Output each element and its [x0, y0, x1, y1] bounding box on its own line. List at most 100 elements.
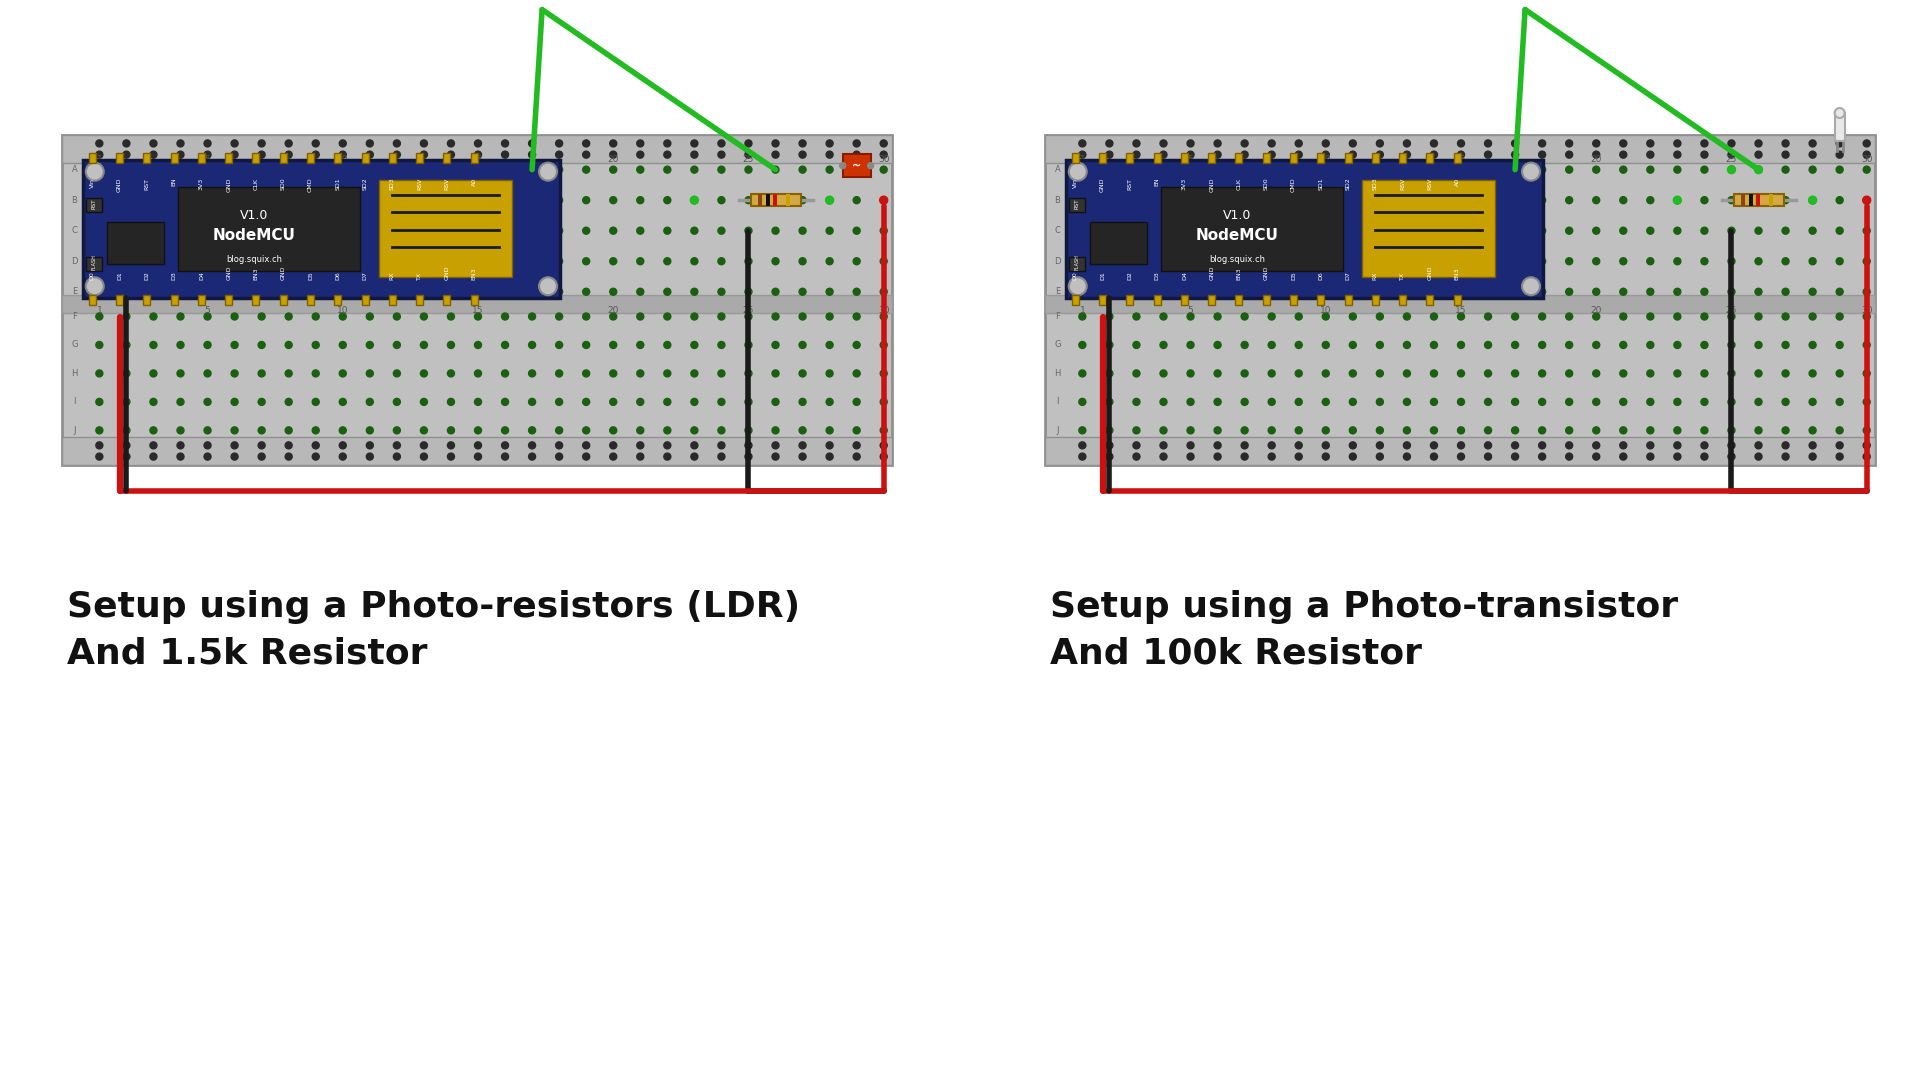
Circle shape [474, 151, 482, 158]
Circle shape [313, 197, 319, 204]
Bar [1071, 295, 1079, 306]
Text: CMD: CMD [1290, 177, 1296, 192]
Text: D7: D7 [363, 271, 367, 280]
Bar [1317, 152, 1325, 163]
Circle shape [177, 140, 184, 147]
Text: D6: D6 [1319, 271, 1323, 280]
Circle shape [1350, 151, 1356, 158]
Circle shape [1213, 341, 1221, 349]
Text: EN: EN [1154, 177, 1160, 186]
Circle shape [230, 197, 238, 204]
Circle shape [772, 442, 780, 449]
Circle shape [1674, 140, 1680, 147]
Text: 5: 5 [1188, 306, 1194, 315]
Circle shape [1836, 108, 1845, 118]
Circle shape [123, 197, 131, 204]
Circle shape [1240, 399, 1248, 405]
Circle shape [1350, 258, 1356, 265]
Circle shape [150, 442, 157, 449]
Circle shape [1323, 370, 1329, 377]
Circle shape [474, 197, 482, 204]
Circle shape [1404, 140, 1411, 147]
Circle shape [1862, 151, 1870, 158]
Circle shape [1430, 227, 1438, 234]
Circle shape [313, 227, 319, 234]
Circle shape [204, 399, 211, 405]
Circle shape [611, 370, 616, 377]
Text: D7: D7 [1346, 271, 1350, 280]
Circle shape [367, 258, 372, 265]
Circle shape [1160, 341, 1167, 349]
Text: SD2: SD2 [363, 177, 367, 190]
Circle shape [96, 399, 104, 405]
Circle shape [1511, 227, 1519, 234]
Circle shape [420, 288, 428, 295]
Bar [1290, 295, 1298, 306]
Bar [1181, 152, 1188, 163]
Circle shape [582, 140, 589, 147]
Circle shape [718, 288, 726, 295]
Bar [417, 295, 422, 306]
Circle shape [637, 288, 643, 295]
Circle shape [664, 197, 670, 204]
Circle shape [691, 151, 697, 158]
Circle shape [555, 454, 563, 460]
Circle shape [501, 427, 509, 434]
Circle shape [1565, 370, 1572, 377]
Circle shape [286, 442, 292, 449]
Circle shape [1377, 140, 1384, 147]
Circle shape [1484, 442, 1492, 449]
Circle shape [1457, 313, 1465, 320]
Circle shape [1836, 197, 1843, 204]
Circle shape [1647, 140, 1653, 147]
Circle shape [1240, 313, 1248, 320]
Circle shape [123, 166, 131, 173]
Circle shape [1457, 258, 1465, 265]
Circle shape [611, 288, 616, 295]
Circle shape [1701, 197, 1709, 204]
Circle shape [1538, 151, 1546, 158]
Circle shape [1269, 151, 1275, 158]
Bar [1290, 152, 1298, 163]
Circle shape [1269, 370, 1275, 377]
Circle shape [1565, 454, 1572, 460]
Circle shape [1269, 454, 1275, 460]
Circle shape [150, 454, 157, 460]
Text: C: C [71, 226, 77, 235]
Circle shape [826, 454, 833, 460]
Circle shape [1809, 370, 1816, 377]
Circle shape [826, 442, 833, 449]
Text: A0: A0 [1455, 177, 1459, 186]
Circle shape [772, 313, 780, 320]
Circle shape [1213, 370, 1221, 377]
Circle shape [879, 442, 887, 449]
Bar [144, 295, 150, 306]
Circle shape [474, 313, 482, 320]
Circle shape [691, 140, 697, 147]
Circle shape [879, 197, 887, 204]
Circle shape [1862, 427, 1870, 434]
Circle shape [1296, 166, 1302, 173]
Circle shape [1782, 341, 1789, 349]
Circle shape [1269, 258, 1275, 265]
Circle shape [718, 151, 726, 158]
Circle shape [177, 370, 184, 377]
Circle shape [1809, 166, 1816, 173]
Circle shape [745, 288, 753, 295]
Circle shape [177, 341, 184, 349]
Text: H: H [71, 369, 77, 378]
Circle shape [1701, 227, 1709, 234]
Circle shape [555, 427, 563, 434]
Circle shape [1323, 341, 1329, 349]
Circle shape [528, 227, 536, 234]
Text: FLASH: FLASH [1075, 254, 1079, 270]
Bar [378, 180, 513, 278]
Circle shape [555, 313, 563, 320]
Circle shape [1594, 313, 1599, 320]
Circle shape [1296, 313, 1302, 320]
Circle shape [1484, 227, 1492, 234]
Circle shape [637, 140, 643, 147]
Text: D4: D4 [1183, 271, 1187, 280]
Circle shape [1809, 140, 1816, 147]
Circle shape [718, 442, 726, 449]
